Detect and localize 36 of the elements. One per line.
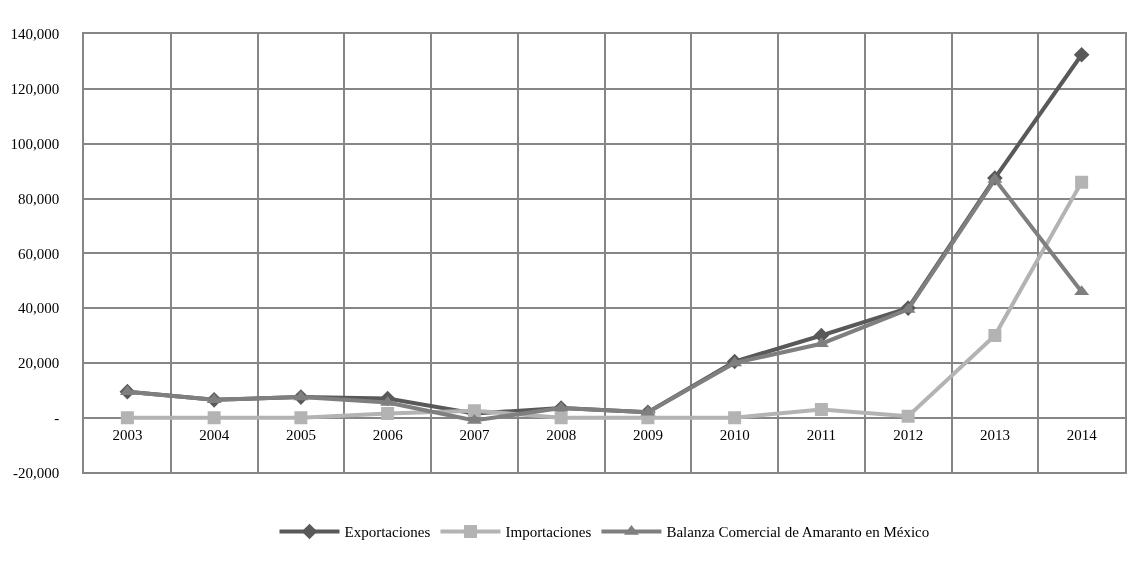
y-tick-label: 100,000 bbox=[10, 136, 60, 153]
x-tick-label: 2013 bbox=[979, 426, 1010, 443]
x-tick-label: 2003 bbox=[112, 426, 143, 443]
point bbox=[1073, 46, 1090, 63]
x-tick-label: 2010 bbox=[719, 426, 750, 443]
y-tick-label: 120,000 bbox=[10, 81, 60, 98]
point bbox=[120, 411, 134, 425]
x-tick-label: 2008 bbox=[546, 426, 577, 443]
point bbox=[554, 411, 568, 425]
x-tick-label: 2007 bbox=[459, 426, 490, 443]
point bbox=[207, 411, 221, 425]
x-tick-label: 2011 bbox=[806, 426, 837, 443]
y-tick-label: 140,000 bbox=[10, 26, 60, 43]
point bbox=[814, 402, 828, 416]
x-tick-label: 2014 bbox=[1066, 426, 1098, 443]
point bbox=[1075, 175, 1089, 189]
point bbox=[901, 409, 915, 423]
y-tick-label: 40,000 bbox=[18, 300, 60, 317]
x-tick-label: 2009 bbox=[632, 426, 663, 443]
point bbox=[988, 329, 1002, 342]
y-tick-label: 80,000 bbox=[18, 190, 60, 207]
legend-label: Importaciones bbox=[505, 524, 592, 541]
x-tick-label: 2006 bbox=[372, 426, 404, 443]
legend-label: Balanza Comercial de Amaranto en México bbox=[666, 524, 930, 541]
y-tick-label: - bbox=[54, 409, 60, 426]
y-tick-label: -20,000 bbox=[13, 464, 60, 481]
point bbox=[467, 404, 481, 418]
x-tick-label: 2004 bbox=[199, 426, 230, 443]
x-tick-label: 2012 bbox=[893, 426, 924, 443]
point bbox=[381, 407, 395, 421]
y-tick-label: 60,000 bbox=[18, 245, 60, 262]
point bbox=[294, 411, 308, 425]
legend-label: Exportaciones bbox=[344, 524, 431, 541]
y-tick-label: 20,000 bbox=[18, 355, 60, 372]
point bbox=[728, 411, 742, 425]
x-tick-label: 2005 bbox=[285, 426, 316, 443]
